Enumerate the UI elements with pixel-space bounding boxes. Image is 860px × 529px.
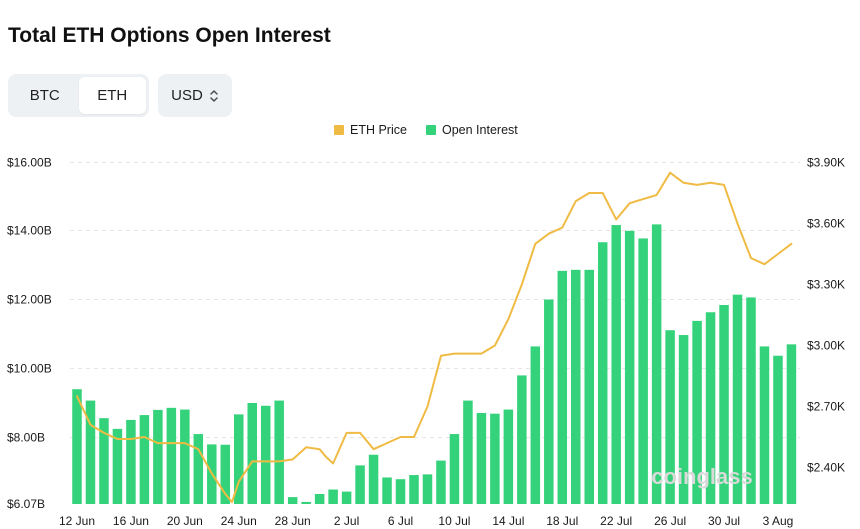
oi-bar [220, 444, 231, 504]
oi-bar [490, 413, 500, 504]
oi-bar [139, 415, 150, 504]
x-tick-label: 14 Jul [492, 514, 524, 528]
oi-bar [341, 491, 352, 504]
oi-bar [503, 409, 514, 504]
eth-price-line [76, 171, 793, 504]
y-left-tick-label: $16.00B [7, 156, 52, 170]
oi-bar [584, 269, 594, 504]
oi-bar [314, 494, 325, 504]
x-tick-label: 16 Jun [113, 514, 149, 528]
oi-bar [409, 475, 419, 504]
oi-bar [597, 242, 608, 505]
oi-bar [234, 414, 244, 504]
page-title: Total ETH Options Open Interest [8, 24, 331, 47]
y-right-tick-label: $3.30K [807, 278, 845, 292]
oi-bar [99, 418, 109, 504]
x-tick-label: 24 Jun [221, 514, 257, 528]
oi-bar [85, 400, 96, 504]
oi-bar [72, 389, 82, 504]
y-left-tick-label: $6.07B [7, 497, 45, 511]
y-left-tick-label: $10.00B [7, 362, 52, 376]
oi-bar [476, 413, 487, 504]
oi-bar [260, 405, 271, 504]
oi-bar [759, 346, 770, 504]
x-tick-label: 2 Jul [334, 514, 359, 528]
oi-bar [517, 375, 527, 504]
oi-bar [544, 299, 554, 504]
x-tick-label: 6 Jul [388, 514, 413, 528]
y-left-tick-label: $14.00B [7, 224, 52, 238]
oi-bar [301, 501, 311, 504]
y-right-tick-label: $2.70K [807, 400, 845, 414]
x-tick-label: 10 Jul [438, 514, 470, 528]
oi-bar [624, 230, 635, 504]
oi-bar [328, 489, 338, 504]
oi-bar [355, 465, 365, 504]
up-down-chevron-icon [210, 89, 218, 102]
legend-item-oi[interactable]: Open Interest [442, 123, 518, 137]
oi-bar [112, 428, 123, 505]
currency-value: USD [171, 87, 203, 104]
oi-bar [692, 320, 702, 504]
oi-bar [368, 454, 379, 504]
x-tick-label: 3 Aug [763, 514, 794, 528]
oi-bar [611, 225, 621, 504]
x-tick-label: 22 Jul [600, 514, 632, 528]
oi-bar [665, 330, 675, 504]
oi-bar [166, 407, 177, 504]
oi-bar [719, 305, 729, 504]
y-left-tick-label: $8.00B [7, 431, 45, 445]
y-right-tick-label: $3.60K [807, 217, 845, 231]
oi-bar [126, 419, 136, 504]
y-left-tick-label: $12.00B [7, 293, 52, 307]
oi-bar [773, 355, 783, 504]
eth-tab[interactable]: ETH [78, 77, 146, 114]
y-right-tick-label: $3.00K [807, 339, 845, 353]
legend-item-price[interactable]: ETH Price [350, 123, 407, 137]
x-tick-label: 18 Jul [546, 514, 578, 528]
oi-bar [247, 403, 257, 504]
oi-bar [557, 270, 568, 504]
asset-toggle: BTC ETH [8, 74, 149, 117]
oi-bar [530, 346, 541, 504]
oi-bar [422, 474, 433, 504]
oi-bar [786, 344, 797, 504]
x-tick-label: 26 Jul [654, 514, 686, 528]
currency-select[interactable]: USD [158, 74, 232, 117]
oi-bar [287, 497, 298, 504]
btc-tab[interactable]: BTC [29, 87, 60, 104]
oi-bar [180, 409, 190, 504]
watermark-logo: coinglass [651, 464, 752, 489]
x-tick-label: 12 Jun [59, 514, 95, 528]
oi-bar [571, 269, 581, 504]
legend-swatch-price [334, 125, 344, 135]
x-tick-label: 28 Jun [275, 514, 311, 528]
oi-bar [274, 400, 284, 504]
y-right-tick-label: $3.90K [807, 156, 845, 170]
oi-bar [193, 434, 204, 504]
oi-bar [732, 294, 743, 504]
oi-bar [153, 409, 163, 504]
oi-bar [705, 312, 716, 504]
x-tick-label: 30 Jul [708, 514, 740, 528]
oi-bar [746, 297, 756, 504]
oi-bar [651, 224, 662, 504]
oi-bar [463, 400, 473, 504]
oi-bar [449, 434, 460, 504]
oi-bar [678, 335, 689, 504]
y-right-tick-label: $2.40K [807, 461, 845, 475]
oi-bar [382, 477, 392, 504]
x-tick-label: 20 Jun [167, 514, 203, 528]
oi-bar [436, 460, 446, 504]
legend-swatch-oi [426, 125, 436, 135]
oi-bar [395, 479, 406, 504]
oi-bar [638, 238, 648, 504]
